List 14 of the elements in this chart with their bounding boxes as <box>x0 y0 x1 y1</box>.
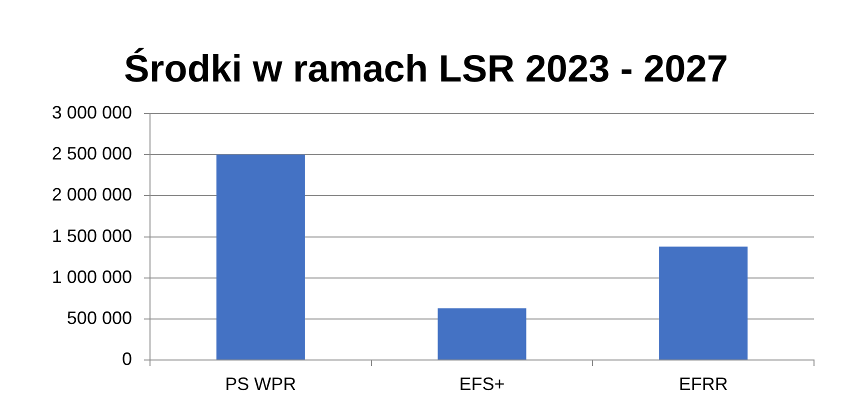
chart-title: Środki w ramach LSR 2023 - 2027 <box>124 47 728 90</box>
x-tick-label: EFRR <box>678 374 728 394</box>
bar <box>216 154 305 360</box>
y-tick-label: 0 <box>122 348 132 369</box>
y-tick-label: 2 500 000 <box>52 144 132 164</box>
bar <box>438 308 526 360</box>
bar <box>659 246 748 360</box>
x-tick-label: PS WPR <box>225 374 296 394</box>
y-tick-label: 3 000 000 <box>52 102 132 123</box>
y-tick-label: 500 000 <box>66 308 132 328</box>
y-tick-label: 1 500 000 <box>52 226 132 246</box>
y-tick-label: 2 000 000 <box>52 184 132 205</box>
x-tick-label: EFS+ <box>459 374 505 394</box>
y-tick-label: 1 000 000 <box>52 266 132 287</box>
